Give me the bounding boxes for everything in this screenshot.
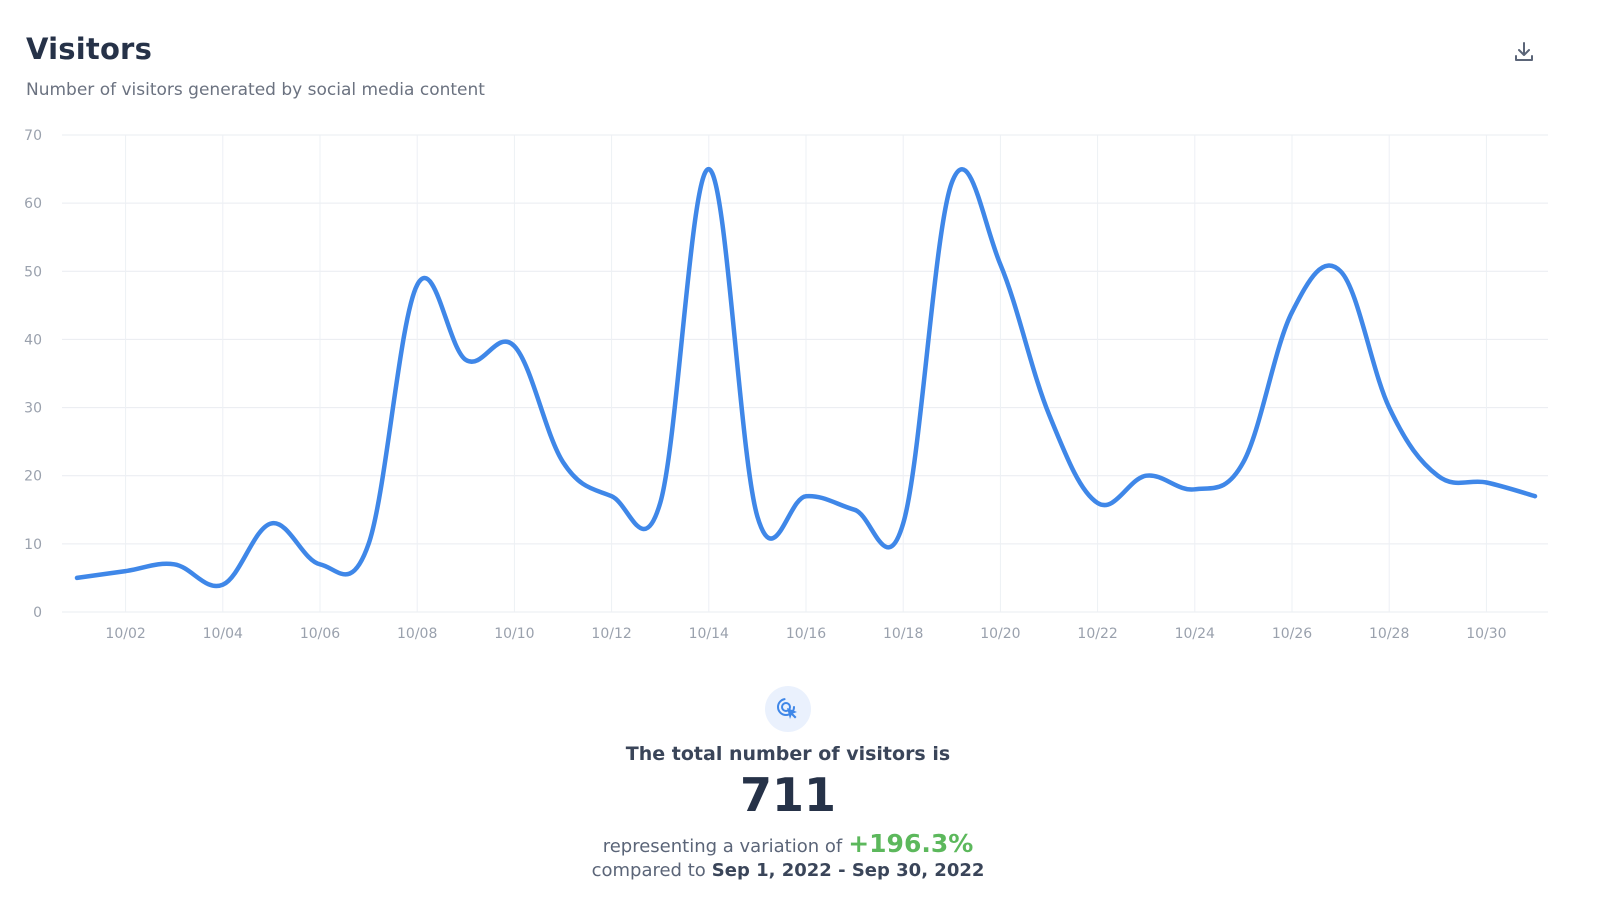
x-tick-label: 10/22 (1077, 626, 1117, 642)
cursor-click-icon (765, 686, 811, 732)
y-tick-label: 60 (24, 196, 42, 212)
y-tick-label: 30 (24, 401, 42, 417)
y-tick-label: 50 (24, 264, 42, 280)
x-tick-label: 10/12 (591, 626, 631, 642)
x-tick-label: 10/14 (689, 626, 729, 642)
horizontal-gridlines (62, 134, 1548, 613)
vertical-gridlines (125, 135, 1487, 612)
x-tick-label: 10/16 (786, 626, 826, 642)
x-tick-label: 10/24 (1175, 626, 1215, 642)
x-tick-label: 10/30 (1466, 626, 1506, 642)
visitors-series-line (74, 166, 1538, 589)
total-visitors-value: 711 (739, 768, 837, 822)
y-axis-tick-labels: 0 10 20 30 40 50 60 70 (24, 128, 42, 621)
visitors-summary: The total number of visitors is 711 repr… (400, 686, 1176, 881)
x-tick-label: 10/06 (300, 626, 340, 642)
x-tick-label: 10/02 (105, 626, 145, 642)
comparison-period: Sep 1, 2022 - Sep 30, 2022 (711, 860, 985, 882)
variation-prefix: representing a variation of (602, 836, 843, 858)
variation-line: representing a variation of +196.3% (400, 829, 1176, 858)
x-tick-label: 10/28 (1369, 626, 1409, 642)
y-tick-label: 0 (33, 605, 42, 621)
summary-heading: The total number of visitors is (625, 743, 951, 765)
y-tick-label: 70 (24, 128, 42, 144)
series-group (74, 166, 1538, 589)
x-axis-tick-labels: 10/02 10/04 10/06 10/08 10/10 10/12 10/14 10/16… (105, 626, 1506, 642)
variation-value: +196.3% (848, 829, 974, 859)
chart-subtitle: Number of visitors generated by social m… (26, 80, 485, 100)
chart-title: Visitors (26, 32, 153, 66)
download-icon (1515, 42, 1533, 61)
y-tick-label: 40 (24, 332, 42, 348)
comparison-line: compared to Sep 1, 2022 - Sep 30, 2022 (400, 860, 1176, 881)
x-tick-label: 10/20 (980, 626, 1020, 642)
x-tick-label: 10/04 (203, 626, 243, 642)
visitors-line-chart: 0 10 20 30 40 50 60 70 10/02 10/04 10/06 10/08 10/1… (24, 128, 1548, 642)
comparison-prefix: compared to (591, 860, 706, 882)
y-tick-label: 10 (24, 537, 42, 553)
download-button[interactable] (1508, 36, 1540, 68)
x-tick-label: 10/18 (883, 626, 923, 642)
x-tick-label: 10/10 (494, 626, 534, 642)
x-tick-label: 10/26 (1272, 626, 1312, 642)
x-tick-label: 10/08 (397, 626, 437, 642)
y-tick-label: 20 (24, 469, 42, 485)
